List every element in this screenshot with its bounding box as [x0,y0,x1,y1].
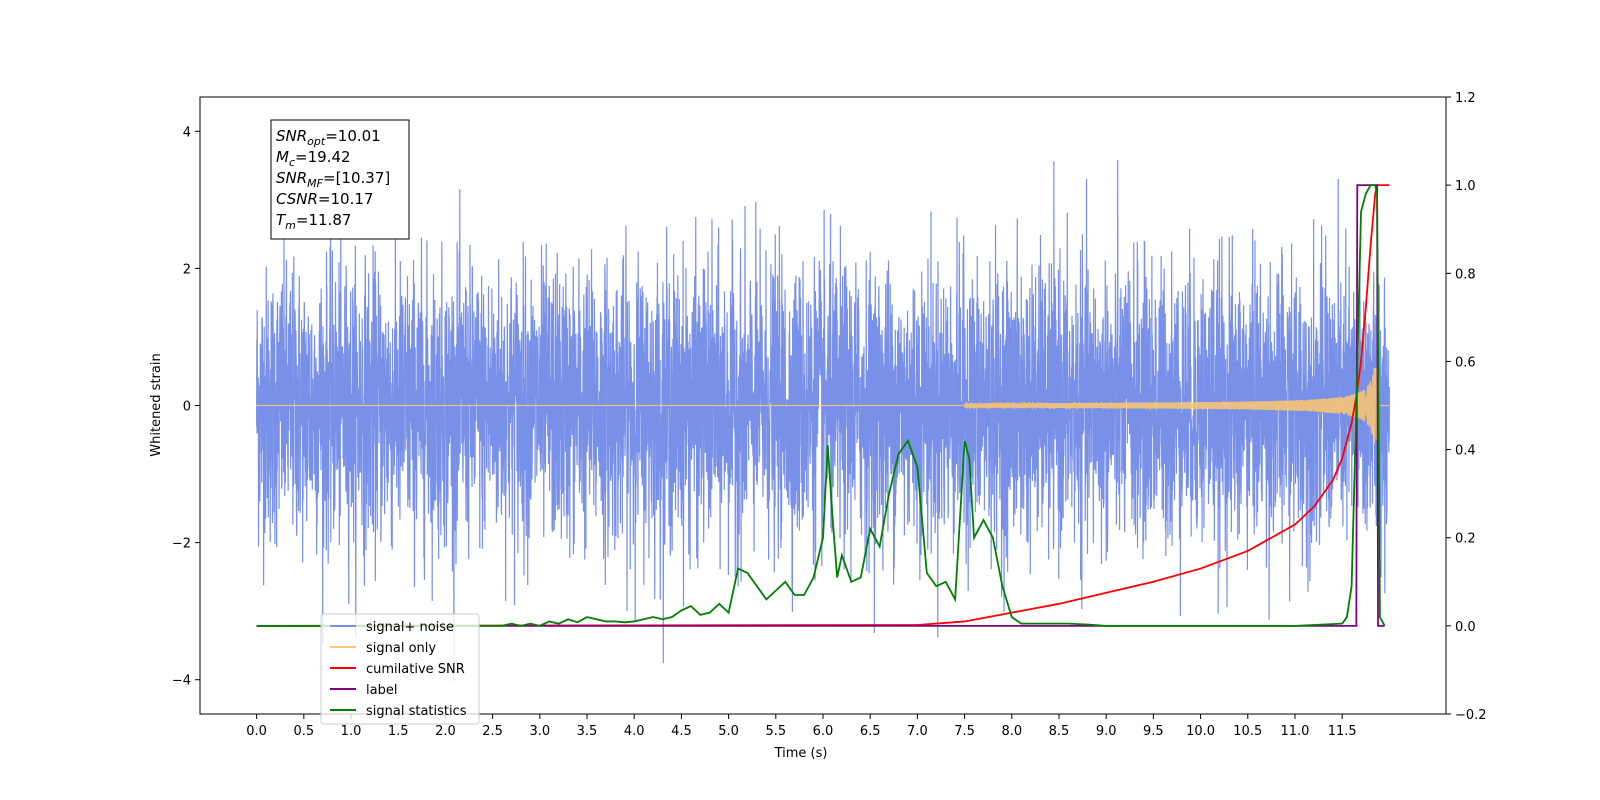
x-tick-label: 8.0 [1001,724,1022,739]
x-tick-label: 2.5 [482,724,503,739]
series-group [256,159,1390,682]
y-tick-label: 4 [183,125,191,140]
series-signal-noise [256,159,1390,682]
y-tick-label: −4 [172,674,191,689]
series-signal-only [256,367,1390,444]
y2-tick-label: 0.2 [1455,532,1476,547]
annotation-box: SNRopt=10.01Mc=19.42SNRMF=[10.37]CSNR=10… [270,119,410,240]
annotation-line: CSNR=10.17 [276,190,373,208]
annotation-frame [270,119,410,240]
x-tick-label: 3.5 [577,724,598,739]
x-tick-label: 6.5 [860,724,881,739]
x-tick-label: 7.5 [954,724,975,739]
y-tick-label: −2 [172,537,191,552]
series-signal-statistics [256,184,1386,627]
annotation-line: SNRopt=10.01 [276,127,381,148]
y2-tick-label: 0.0 [1455,620,1476,635]
legend-label: signal only [366,641,436,656]
plot-area [256,159,1390,682]
y-axis-label: Whitened strain [149,353,164,456]
legend-frame [320,613,480,725]
x-tick-label: 11.5 [1328,724,1357,739]
x-tick-label: 0.5 [293,724,314,739]
y-tick-label: 2 [183,262,191,277]
y2-tick-label: 0.8 [1455,267,1476,282]
x-tick-label: 0.0 [246,724,267,739]
x-axis-label: Time (s) [774,746,828,761]
annotation-line: Mc=19.42 [276,148,351,169]
legend-label: label [366,683,397,698]
x-tick-label: 9.5 [1143,724,1164,739]
x-tick-label: 1.5 [388,724,409,739]
axes: 0.0 0.5 1.0 1.5 2.0 2.5 3.0 3.5 4.0 4.5 5.0 5.5 6.0 6… [172,91,1487,739]
x-tick-label: 4.5 [671,724,692,739]
x-tick-label: 6.0 [813,724,834,739]
x-tick-label: 4.0 [624,724,645,739]
y-tick-label: 0 [183,400,191,415]
annotation-line: SNRMF=[10.37] [276,169,390,190]
x-tick-label: 11.0 [1280,724,1309,739]
x-tick-label: 5.0 [718,724,739,739]
x-tick-label: 3.0 [529,724,550,739]
legend-label: cumilative SNR [366,662,465,677]
x-tick-label: 7.0 [907,724,928,739]
y2-tick-label: −0.2 [1455,708,1487,723]
x-tick-label: 10.0 [1186,724,1215,739]
x-tick-label: 10.5 [1233,724,1262,739]
x-tick-label: 2.0 [435,724,456,739]
annotation-line: Tm=11.87 [276,211,351,232]
x-tick-label: 9.0 [1096,724,1117,739]
y2-tick-label: 1.2 [1455,91,1476,106]
y2-tick-label: 0.4 [1455,444,1476,459]
legend: signal+ noise signal only cumilative SNR la… [320,613,480,725]
legend-label: signal statistics [366,704,467,719]
x-tick-label: 8.5 [1049,724,1070,739]
series-cumulative-snr [256,184,1390,627]
x-tick-label: 5.5 [765,724,786,739]
y2-tick-label: 0.6 [1455,355,1476,370]
y2-tick-label: 1.0 [1455,179,1476,194]
x-tick-label: 1.0 [341,724,362,739]
legend-label: signal+ noise [366,620,454,635]
